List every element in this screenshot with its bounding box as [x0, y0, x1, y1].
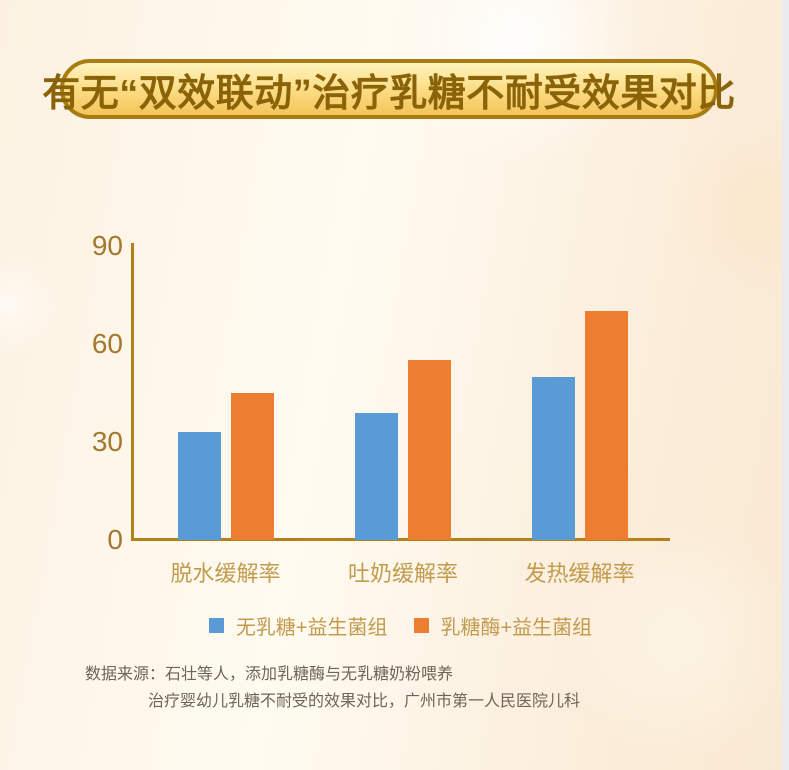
chart-legend: 无乳糖+益生菌组 乳糖酶+益生菌组: [131, 611, 670, 640]
y-tick-label: 30: [91, 426, 123, 457]
y-tick-label: 90: [91, 230, 123, 261]
legend-label: 无乳糖+益生菌组: [235, 617, 388, 639]
legend-swatch: [413, 618, 429, 633]
legend-item: 乳糖酶+益生菌组: [413, 611, 593, 640]
source-note-line1: 数据来源：石壮等人，添加乳糖酶与无乳糖奶粉喂养: [85, 666, 454, 683]
scrollbar-track[interactable]: [782, 0, 789, 770]
title-banner: 有无“双效联动”治疗乳糖不耐受效果对比: [42, 59, 735, 119]
y-axis-line: [131, 243, 134, 540]
legend-item: 无乳糖+益生菌组: [208, 611, 388, 640]
bar-无乳糖+益生菌组-脱水缓解率: [177, 432, 221, 540]
bar-乳糖酶+益生菌组-吐奶缓解率: [408, 360, 451, 540]
y-tick-label: 60: [91, 328, 123, 359]
x-axis-line: [131, 538, 670, 541]
category-label: 发热缓解率: [524, 561, 635, 586]
bar-无乳糖+益生菌组-发热缓解率: [531, 376, 575, 540]
bar-乳糖酶+益生菌组-发热缓解率: [584, 311, 628, 540]
bar-乳糖酶+益生菌组-脱水缓解率: [230, 393, 274, 540]
legend-swatch: [208, 618, 224, 633]
y-tick-label: 0: [107, 524, 123, 555]
category-label: 脱水缓解率: [170, 561, 281, 586]
chart-title: 有无“双效联动”治疗乳糖不耐受效果对比: [42, 72, 736, 115]
bar-无乳糖+益生菌组-吐奶缓解率: [355, 412, 398, 540]
category-label: 吐奶缓解率: [347, 561, 458, 586]
legend-label: 乳糖酶+益生菌组: [440, 617, 593, 639]
source-note-line2: 治疗婴幼儿乳糖不耐受的效果对比，广州市第一人民医院儿科: [148, 693, 581, 710]
